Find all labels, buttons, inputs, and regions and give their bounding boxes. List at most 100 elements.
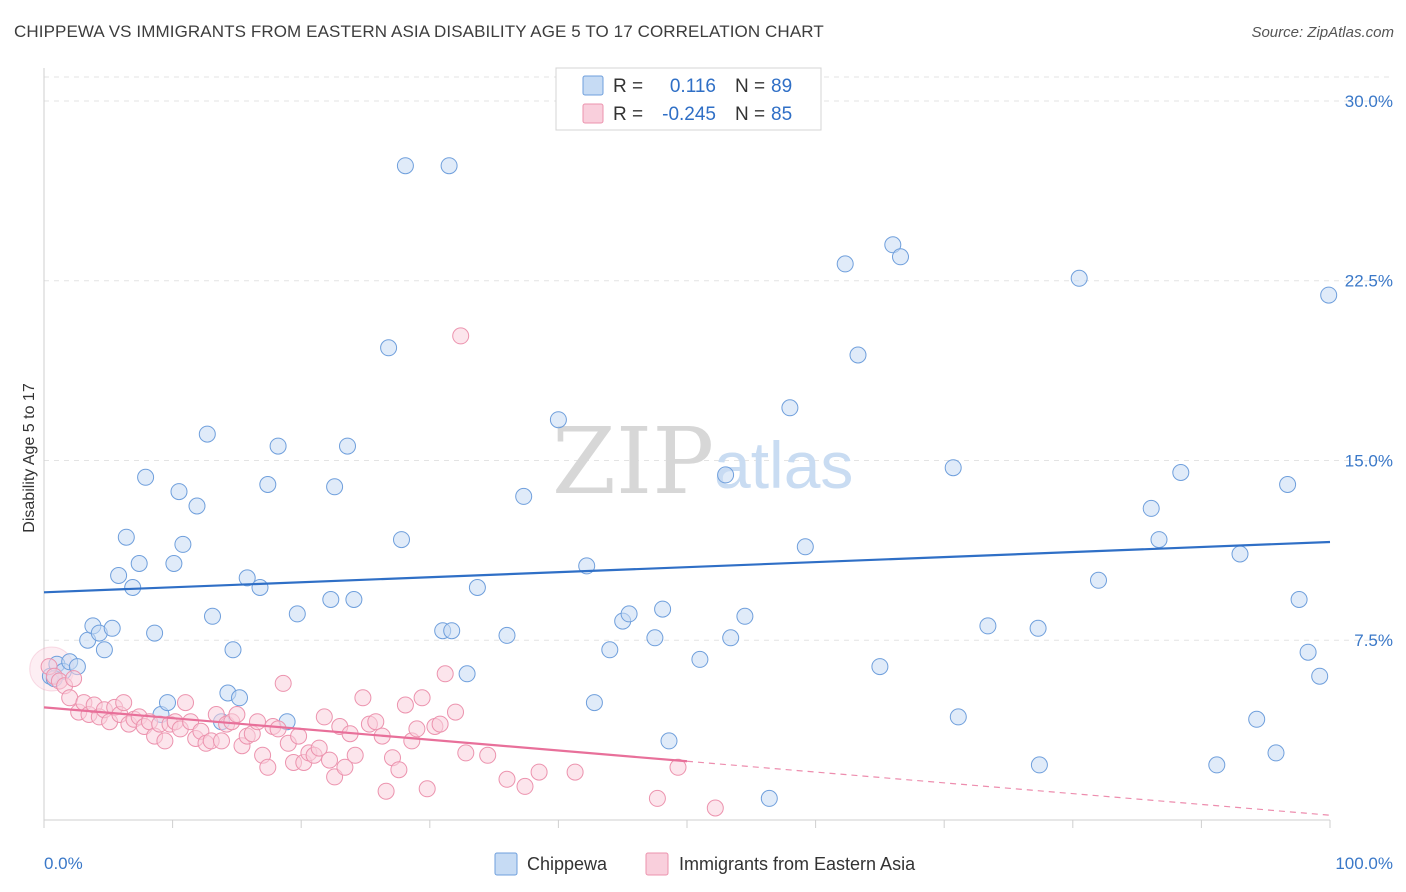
eastern-asia-point-54 [315,708,333,726]
eastern-asia-point-71 [413,689,431,707]
eastern-asia-point-85 [669,758,687,776]
chippewa-point-38 [380,339,398,357]
axes [43,68,1331,828]
chippewa-point-58 [717,466,735,484]
chippewa-point-87 [1320,286,1338,304]
eastern-asia-point-37 [228,706,246,723]
chippewa-point-20 [174,535,192,553]
chippewa-point-31 [269,437,287,455]
chippewa-point-56 [660,732,678,750]
eastern-asia-point-5 [65,670,83,688]
chippewa-point-51 [601,641,619,659]
y-tick-label-1: 15.0% [1345,451,1393,470]
chippewa-point-67 [884,236,902,254]
eastern-asia-point-53 [310,739,328,757]
chippewa-point-71 [979,617,997,635]
chippewa-point-34 [322,591,340,608]
chippewa-point-39 [393,531,410,549]
chippewa-point-29 [251,579,269,596]
eastern-asia-point-81 [516,777,534,795]
watermark-atlas-text: atlas [714,428,853,502]
eastern-asia-trend-line-extension [686,760,1331,816]
chippewa-trend-line [43,540,1331,594]
chippewa-point-74 [1070,269,1088,287]
eastern-asia-point-67 [390,761,408,779]
chippewa-point-65 [849,346,867,364]
chippewa-point-35 [326,478,344,496]
eastern-asia-point-55 [321,751,338,769]
chippewa-point-10 [110,567,128,584]
eastern-asia-point-80 [498,770,516,788]
chippewa-point-42 [443,622,461,640]
eastern-asia-point-74 [431,715,449,733]
trend-lines [43,540,1331,816]
eastern-asia-point-72 [418,780,436,798]
chippewa-point-61 [760,789,778,807]
legend-n-label-eastern-asia: N = [735,104,765,125]
chippewa-point-23 [204,607,221,625]
chippewa-point-80 [1231,545,1249,563]
chippewa-point-36 [339,437,356,455]
chippewa-point-77 [1150,531,1168,549]
chippewa-point-45 [468,579,486,596]
chippewa-point-47 [515,487,533,505]
legend-swatch-chippewa [582,75,604,96]
chippewa-point-86 [1311,667,1329,685]
chippewa-point-43 [440,157,458,175]
chippewa-point-8 [95,641,113,659]
chippewa-point-22 [198,425,216,443]
gridlines [44,76,1392,641]
y-tick-label-2: 22.5% [1345,272,1393,291]
chippewa-point-70 [949,708,967,726]
chippewa-point-57 [691,650,709,668]
eastern-asia-point-58 [336,758,354,776]
chippewa-point-14 [137,468,155,486]
chippewa-point-27 [231,689,248,707]
eastern-asia-point-65 [377,782,395,800]
eastern-asia-point-27 [177,694,194,712]
chippewa-point-37 [345,591,363,608]
eastern-asia-point-23 [156,732,174,750]
chippewa-point-40 [396,157,414,175]
bottom-legend-swatch-chippewa [494,852,518,876]
chippewa-point-9 [103,619,121,637]
chippewa-point-12 [124,579,142,596]
chippewa-point-18 [165,555,183,572]
chippewa-point-59 [722,629,740,647]
eastern-asia-point-75 [436,665,454,683]
eastern-asia-point-60 [346,746,364,764]
eastern-asia-point-77 [452,327,470,345]
chippewa-point-83 [1279,476,1297,493]
chippewa-point-73 [1030,756,1048,774]
watermark-zip-text: ZIP [552,408,714,515]
x-tick-label-1: 100.0% [1335,854,1393,873]
chippewa-point-13 [130,555,148,572]
eastern-asia-point-79 [479,746,497,764]
legend-r-value-chippewa: 0.116 [670,76,716,97]
eastern-asia-point-49 [290,727,308,745]
eastern-asia-point-4 [61,689,79,707]
bottom-legend-label-eastern-asia: Immigrants from Eastern Asia [679,854,916,874]
eastern-asia-point-61 [354,689,372,707]
bottom-legend: Chippewa Immigrants from Eastern Asia [494,852,916,876]
chippewa-point-75 [1090,571,1107,589]
chippewa-point-64 [836,255,854,273]
watermark: ZIP atlas [552,408,853,515]
chippewa-point-50 [585,694,603,712]
chippewa-point-30 [259,476,277,493]
chippewa-point-19 [170,483,188,501]
eastern-asia-point-76 [447,703,464,721]
chippewa-point-28 [238,569,256,587]
y-tick-label-3: 30.0% [1345,92,1393,111]
chippewa-point-63 [796,538,814,556]
x-tick-label-0: 0.0% [44,854,83,873]
chippewa-point-76 [1142,499,1160,517]
eastern-asia-point-34 [213,732,230,750]
chippewa-point-48 [549,411,567,429]
legend-n-label-chippewa: N = [735,76,765,97]
chippewa-point-62 [781,399,799,417]
eastern-asia-point-78 [457,744,475,762]
chippewa-point-79 [1208,756,1226,774]
legend-r-value-eastern-asia: -0.245 [662,104,716,125]
eastern-asia-trend-line [43,706,688,763]
